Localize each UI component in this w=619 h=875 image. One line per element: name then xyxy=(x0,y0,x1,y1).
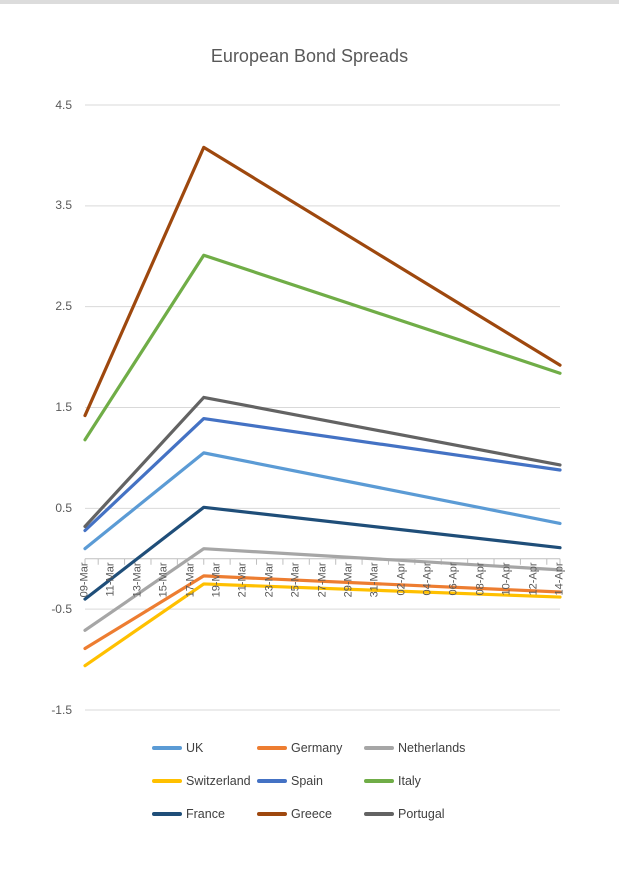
y-tick-label: 1.5 xyxy=(55,400,72,414)
legend-item-greece: Greece xyxy=(257,807,364,821)
legend-item-uk: UK xyxy=(152,741,257,755)
chart-title: European Bond Spreads xyxy=(210,46,409,66)
x-tick-label: 13-Mar xyxy=(131,562,144,598)
legend-item-germany: Germany xyxy=(257,741,364,755)
legend-swatch-icon xyxy=(257,812,287,816)
legend-swatch-icon xyxy=(364,779,394,783)
series-line-spain xyxy=(83,416,562,533)
y-tick-label: 2.5 xyxy=(55,299,72,314)
legend-label: Portugal xyxy=(398,807,445,821)
legend-label: Switzerland xyxy=(186,774,251,788)
legend-item-spain: Spain xyxy=(257,774,364,788)
legend-item-netherlands: Netherlands xyxy=(364,741,504,755)
legend-item-france: France xyxy=(152,807,257,821)
series-line-switzerland xyxy=(83,582,562,668)
x-tick-label: 17-Mar xyxy=(184,562,197,598)
x-tick-label: 25-Mar xyxy=(289,562,302,598)
legend-label: Germany xyxy=(291,741,343,755)
legend-swatch-icon xyxy=(257,779,287,783)
x-tick-label: 27-Mar xyxy=(316,562,328,598)
legend-label: Italy xyxy=(398,774,421,788)
x-tick-label: 19-Mar xyxy=(210,562,223,598)
legend-swatch-icon xyxy=(364,746,394,750)
legend-item-switzerland: Switzerland xyxy=(152,774,257,788)
series-line-france xyxy=(83,505,562,601)
series-line-greece xyxy=(83,145,562,418)
y-tick-label: -0.5 xyxy=(51,601,72,616)
legend-label: Greece xyxy=(291,807,332,821)
x-tick-label: 08-Apr xyxy=(474,562,487,596)
legend-swatch-icon xyxy=(364,812,394,816)
x-tick-label: 29-Mar xyxy=(342,562,355,598)
y-tick-label: 0.5 xyxy=(55,500,72,515)
series-line-uk xyxy=(83,451,562,551)
series-line-italy xyxy=(83,253,562,442)
x-tick-label: 02-Apr xyxy=(395,562,408,596)
x-tick-label: 14-Apr xyxy=(553,562,566,596)
legend-swatch-icon xyxy=(152,812,182,816)
x-tick-label: 31-Mar xyxy=(368,562,381,598)
x-tick-label: 04-Apr xyxy=(421,562,434,596)
x-tick-label: 09-Mar xyxy=(78,562,91,598)
x-tick-label: 15-Mar xyxy=(157,562,170,598)
window-edge-strip xyxy=(0,0,619,4)
legend-item-portugal: Portugal xyxy=(364,807,504,821)
legend-label: Netherlands xyxy=(398,741,466,755)
y-tick-label: 3.5 xyxy=(55,198,72,213)
x-tick-label: 11-Mar xyxy=(104,562,117,597)
series-line-portugal xyxy=(83,395,562,529)
legend-swatch-icon xyxy=(152,779,182,783)
x-tick-label: 06-Apr xyxy=(447,562,460,596)
series-line-germany xyxy=(83,574,562,651)
series-line-netherlands xyxy=(83,547,562,632)
legend-label: Spain xyxy=(291,774,323,788)
legend-swatch-icon xyxy=(152,746,182,750)
x-tick-label: 10-Apr xyxy=(500,562,513,596)
legend-label: UK xyxy=(186,741,204,755)
x-tick-label: 12-Apr xyxy=(527,562,540,596)
legend-label: France xyxy=(186,807,225,821)
legend: UK Germany Netherlands Switzerland Spain Ital… xyxy=(152,741,504,821)
y-tick-label: -1.5 xyxy=(51,702,72,717)
x-tick-label: 21-Mar xyxy=(236,562,249,598)
legend-item-italy: Italy xyxy=(364,774,504,788)
x-tick-label: 23-Mar xyxy=(263,562,276,598)
y-tick-label: 4.5 xyxy=(55,97,72,112)
legend-swatch-icon xyxy=(257,746,287,750)
